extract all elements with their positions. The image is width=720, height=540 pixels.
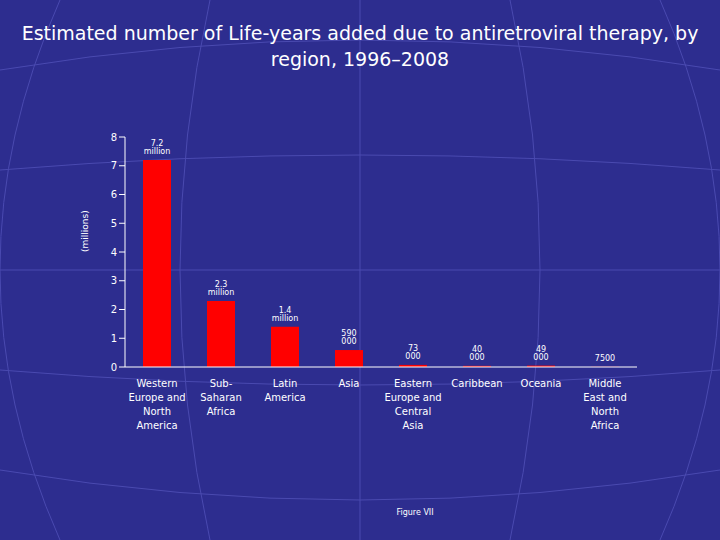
svg-text:(millions): (millions) bbox=[80, 210, 90, 252]
svg-text:2.3million: 2.3million bbox=[208, 280, 235, 297]
svg-text:40000: 40000 bbox=[469, 345, 484, 362]
svg-text:Sub-SaharanAfrica: Sub-SaharanAfrica bbox=[200, 378, 242, 417]
svg-text:1: 1 bbox=[111, 333, 117, 344]
svg-text:3: 3 bbox=[111, 275, 117, 286]
svg-text:Caribbean: Caribbean bbox=[451, 378, 502, 389]
svg-text:7.2million: 7.2million bbox=[144, 139, 171, 156]
svg-text:49000: 49000 bbox=[533, 345, 548, 362]
svg-text:Asia: Asia bbox=[339, 378, 360, 389]
svg-text:590000: 590000 bbox=[341, 329, 356, 346]
svg-text:5: 5 bbox=[111, 218, 117, 229]
svg-text:4: 4 bbox=[111, 247, 117, 258]
svg-text:LatinAmerica: LatinAmerica bbox=[264, 378, 305, 403]
svg-text:7: 7 bbox=[111, 160, 117, 171]
svg-text:WesternEurope andNorthAmerica: WesternEurope andNorthAmerica bbox=[128, 378, 185, 431]
svg-text:0: 0 bbox=[111, 362, 117, 373]
svg-text:MiddleEast andNorthAfrica: MiddleEast andNorthAfrica bbox=[583, 378, 627, 431]
html-text:Estimated number of Life-years: Estimated number of Life-years added due… bbox=[21, 22, 699, 70]
svg-text:2: 2 bbox=[111, 304, 117, 315]
svg-text:7500: 7500 bbox=[595, 354, 615, 363]
svg-text:EasternEurope andCentralAsia: EasternEurope andCentralAsia bbox=[384, 378, 441, 431]
svg-text:8: 8 bbox=[111, 132, 117, 143]
svg-text:6: 6 bbox=[111, 189, 117, 200]
svg-text:1.4million: 1.4million bbox=[272, 306, 299, 323]
html-text:Figure VII: Figure VII bbox=[396, 508, 434, 517]
svg-text:73000: 73000 bbox=[405, 344, 420, 361]
svg-text:Oceania: Oceania bbox=[521, 378, 562, 389]
